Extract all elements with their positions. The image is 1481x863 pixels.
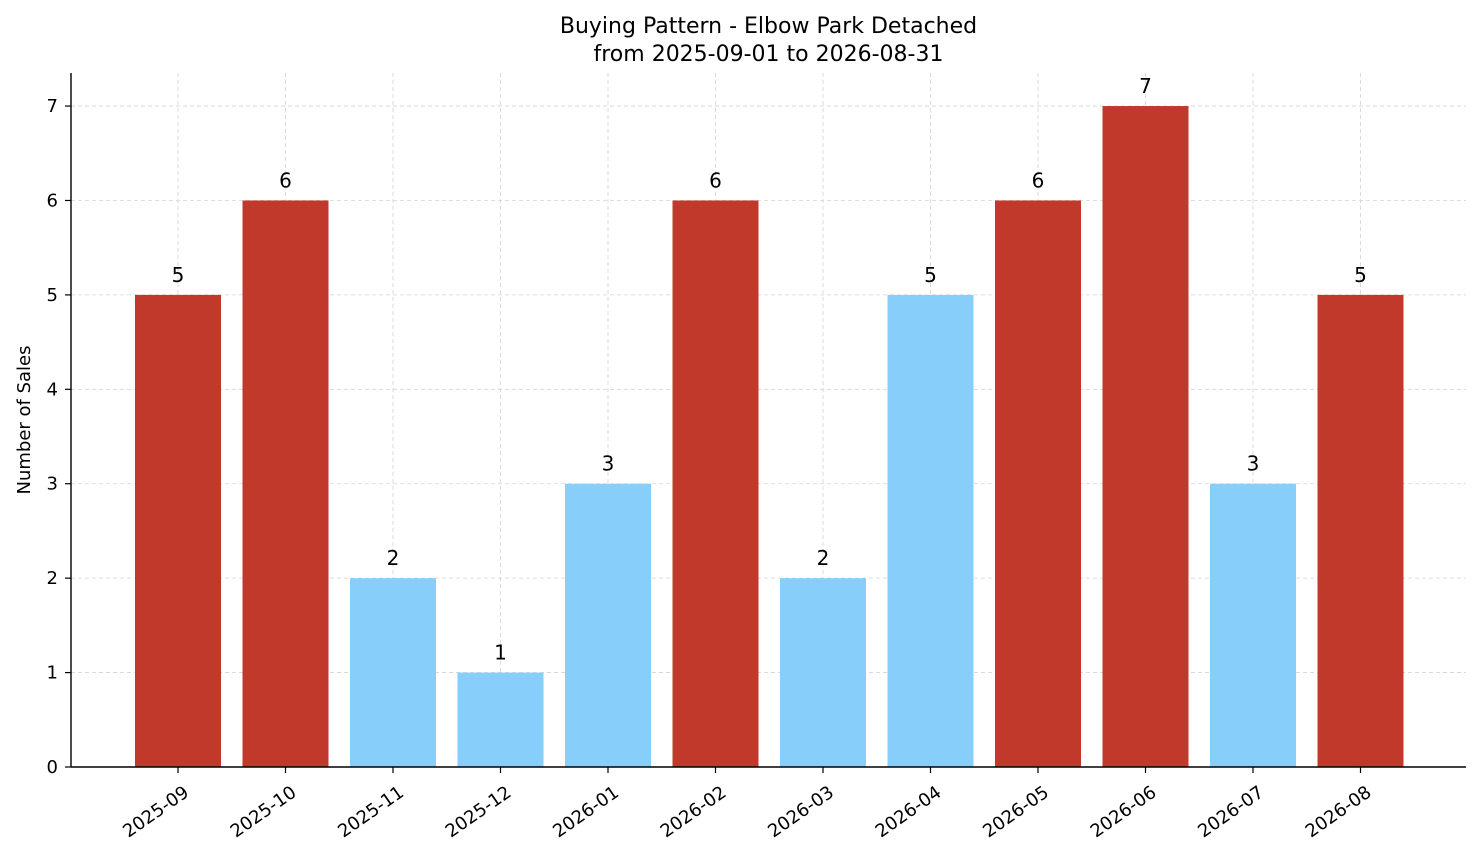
bar-value-label: 3 [1247, 452, 1260, 476]
bar-2026-07 [1210, 483, 1296, 767]
x-tick-label: 2025-09 [119, 782, 193, 842]
bar-2026-01 [565, 483, 651, 767]
y-tick-label: 4 [47, 379, 58, 400]
bar-value-label: 6 [1032, 168, 1045, 192]
axes [70, 73, 1466, 768]
y-tick-label: 2 [47, 568, 58, 589]
bar-2026-02 [672, 200, 759, 768]
bar-2025-11 [350, 578, 436, 767]
bar-2026-06 [1102, 106, 1189, 768]
bar-2025-12 [457, 672, 544, 767]
x-tick-label: 2025-10 [227, 782, 301, 842]
bar-value-label: 1 [494, 641, 507, 665]
bar-value-label: 6 [709, 168, 722, 192]
bars [135, 106, 1404, 768]
x-tick-label: 2026-03 [764, 782, 838, 842]
bar-value-label: 7 [1139, 74, 1152, 98]
bar-2025-09 [135, 294, 221, 767]
bar-value-label: 5 [172, 263, 185, 287]
chart-subtitle: from 2025-09-01 to 2026-08-31 [594, 42, 944, 67]
bar-2026-08 [1317, 294, 1404, 767]
bar-2025-10 [242, 200, 329, 768]
bar-value-label: 5 [924, 263, 937, 287]
x-tick-label: 2026-04 [872, 782, 946, 842]
bar-2026-04 [887, 294, 974, 767]
bar-value-label: 6 [279, 168, 292, 192]
x-tick-label: 2026-06 [1087, 782, 1161, 842]
y-tick-label: 1 [47, 663, 58, 684]
y-tick-label: 3 [47, 474, 58, 495]
y-tick-label: 6 [47, 190, 58, 211]
y-tick-label: 0 [47, 757, 58, 778]
bar-2026-05 [995, 200, 1081, 768]
x-tick-label: 2026-01 [549, 782, 623, 842]
data-labels: 5 6 2 1 3 6 2 5 6 7 3 5 [172, 74, 1367, 665]
x-tick-label: 2026-08 [1302, 782, 1376, 842]
bar-value-label: 5 [1354, 263, 1367, 287]
bar-value-label: 3 [602, 452, 615, 476]
y-tick-label: 7 [47, 96, 58, 117]
bar-value-label: 2 [387, 546, 400, 570]
x-tick-label: 2026-07 [1194, 782, 1268, 842]
bar-value-label: 2 [817, 546, 830, 570]
chart-title: Buying Pattern - Elbow Park Detached [560, 14, 977, 39]
x-tick-label: 2026-02 [657, 782, 731, 842]
bar-2026-03 [780, 578, 866, 767]
x-tick-label: 2025-12 [442, 782, 516, 842]
x-tick-label: 2026-05 [979, 782, 1053, 842]
y-tick-label: 5 [47, 285, 58, 306]
x-tick-label: 2025-11 [334, 782, 408, 842]
y-axis-title: Number of Sales [14, 345, 35, 494]
